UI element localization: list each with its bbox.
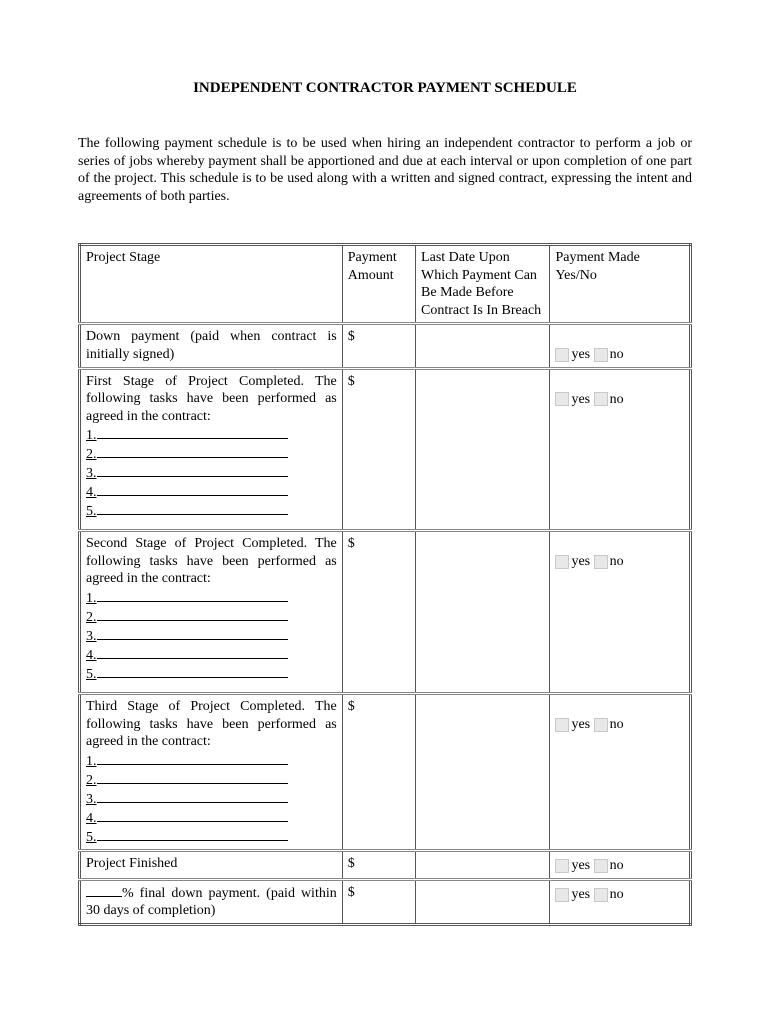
cell-date[interactable] bbox=[416, 324, 550, 369]
task-num: 2. bbox=[86, 772, 97, 790]
header-paid: Payment Made Yes/No bbox=[550, 245, 691, 324]
checkbox-yes[interactable] bbox=[555, 392, 569, 406]
checkbox-no[interactable] bbox=[594, 718, 608, 732]
cell-paid: yes no bbox=[550, 324, 691, 369]
cell-amount[interactable]: $ bbox=[342, 879, 415, 924]
task-blank[interactable] bbox=[97, 808, 288, 822]
label-yes: yes bbox=[571, 858, 590, 873]
task-num: 4. bbox=[86, 647, 97, 665]
header-amount: Payment Amount bbox=[342, 245, 415, 324]
table-row: Project Finished $ yes no bbox=[80, 851, 691, 880]
task-blank[interactable] bbox=[97, 501, 288, 515]
cell-paid: yes no bbox=[550, 851, 691, 880]
label-no: no bbox=[610, 554, 624, 569]
table-row: Down payment (paid when contract is init… bbox=[80, 324, 691, 369]
label-yes: yes bbox=[571, 392, 590, 407]
label-yes: yes bbox=[571, 887, 590, 902]
cell-stage-final: % final down payment. (paid within 30 da… bbox=[80, 879, 343, 924]
task-blank[interactable] bbox=[97, 607, 288, 621]
stage-first-text: First Stage of Project Completed. The fo… bbox=[86, 373, 337, 426]
cell-amount[interactable]: $ bbox=[342, 694, 415, 851]
task-num: 3. bbox=[86, 628, 97, 646]
payment-schedule-table: Project Stage Payment Amount Last Date U… bbox=[78, 243, 692, 926]
cell-amount[interactable]: $ bbox=[342, 531, 415, 694]
task-blank[interactable] bbox=[97, 626, 288, 640]
task-num: 5. bbox=[86, 829, 97, 847]
stage-third-text: Third Stage of Project Completed. The fo… bbox=[86, 698, 337, 751]
cell-stage-finished: Project Finished bbox=[80, 851, 343, 880]
cell-stage-first: First Stage of Project Completed. The fo… bbox=[80, 368, 343, 531]
checkbox-no[interactable] bbox=[594, 888, 608, 902]
task-num: 1. bbox=[86, 427, 97, 445]
checkbox-yes[interactable] bbox=[555, 348, 569, 362]
table-row: Third Stage of Project Completed. The fo… bbox=[80, 694, 691, 851]
task-blank[interactable] bbox=[97, 827, 288, 841]
checkbox-yes[interactable] bbox=[555, 888, 569, 902]
cell-date[interactable] bbox=[416, 879, 550, 924]
task-blank[interactable] bbox=[97, 664, 288, 678]
stage-second-text: Second Stage of Project Completed. The f… bbox=[86, 535, 337, 588]
task-num: 4. bbox=[86, 810, 97, 828]
label-no: no bbox=[610, 858, 624, 873]
page-title: INDEPENDENT CONTRACTOR PAYMENT SCHEDULE bbox=[78, 80, 692, 97]
cell-date[interactable] bbox=[416, 694, 550, 851]
task-num: 5. bbox=[86, 503, 97, 521]
label-yes: yes bbox=[571, 347, 590, 362]
task-blank[interactable] bbox=[97, 588, 288, 602]
task-num: 2. bbox=[86, 446, 97, 464]
document-page: INDEPENDENT CONTRACTOR PAYMENT SCHEDULE … bbox=[0, 0, 770, 966]
cell-date[interactable] bbox=[416, 531, 550, 694]
label-no: no bbox=[610, 887, 624, 902]
cell-paid: yes no bbox=[550, 879, 691, 924]
header-date: Last Date Upon Which Payment Can Be Made… bbox=[416, 245, 550, 324]
task-blank[interactable] bbox=[97, 751, 288, 765]
label-yes: yes bbox=[571, 717, 590, 732]
checkbox-no[interactable] bbox=[594, 348, 608, 362]
table-row: Second Stage of Project Completed. The f… bbox=[80, 531, 691, 694]
cell-date[interactable] bbox=[416, 368, 550, 531]
task-num: 3. bbox=[86, 791, 97, 809]
task-num: 1. bbox=[86, 590, 97, 608]
task-num: 2. bbox=[86, 609, 97, 627]
task-num: 1. bbox=[86, 753, 97, 771]
task-blank[interactable] bbox=[97, 463, 288, 477]
percent-blank[interactable] bbox=[86, 884, 122, 897]
label-no: no bbox=[610, 347, 624, 362]
label-yes: yes bbox=[571, 554, 590, 569]
cell-stage-third: Third Stage of Project Completed. The fo… bbox=[80, 694, 343, 851]
checkbox-yes[interactable] bbox=[555, 859, 569, 873]
table-row: First Stage of Project Completed. The fo… bbox=[80, 368, 691, 531]
task-blank[interactable] bbox=[97, 789, 288, 803]
task-num: 3. bbox=[86, 465, 97, 483]
checkbox-no[interactable] bbox=[594, 859, 608, 873]
checkbox-no[interactable] bbox=[594, 555, 608, 569]
task-blank[interactable] bbox=[97, 444, 288, 458]
final-text: % final down payment. (paid within 30 da… bbox=[86, 886, 337, 919]
checkbox-no[interactable] bbox=[594, 392, 608, 406]
checkbox-yes[interactable] bbox=[555, 718, 569, 732]
table-header-row: Project Stage Payment Amount Last Date U… bbox=[80, 245, 691, 324]
cell-paid: yes no bbox=[550, 531, 691, 694]
task-blank[interactable] bbox=[97, 482, 288, 496]
label-no: no bbox=[610, 392, 624, 407]
task-blank[interactable] bbox=[97, 645, 288, 659]
cell-date[interactable] bbox=[416, 851, 550, 880]
cell-amount[interactable]: $ bbox=[342, 368, 415, 531]
cell-paid: yes no bbox=[550, 694, 691, 851]
cell-paid: yes no bbox=[550, 368, 691, 531]
cell-amount[interactable]: $ bbox=[342, 851, 415, 880]
header-stage: Project Stage bbox=[80, 245, 343, 324]
label-no: no bbox=[610, 717, 624, 732]
cell-stage-second: Second Stage of Project Completed. The f… bbox=[80, 531, 343, 694]
cell-stage-down: Down payment (paid when contract is init… bbox=[80, 324, 343, 369]
checkbox-yes[interactable] bbox=[555, 555, 569, 569]
task-blank[interactable] bbox=[97, 770, 288, 784]
task-num: 4. bbox=[86, 484, 97, 502]
task-blank[interactable] bbox=[97, 425, 288, 439]
intro-paragraph: The following payment schedule is to be … bbox=[78, 135, 692, 205]
cell-amount[interactable]: $ bbox=[342, 324, 415, 369]
table-row: % final down payment. (paid within 30 da… bbox=[80, 879, 691, 924]
task-num: 5. bbox=[86, 666, 97, 684]
